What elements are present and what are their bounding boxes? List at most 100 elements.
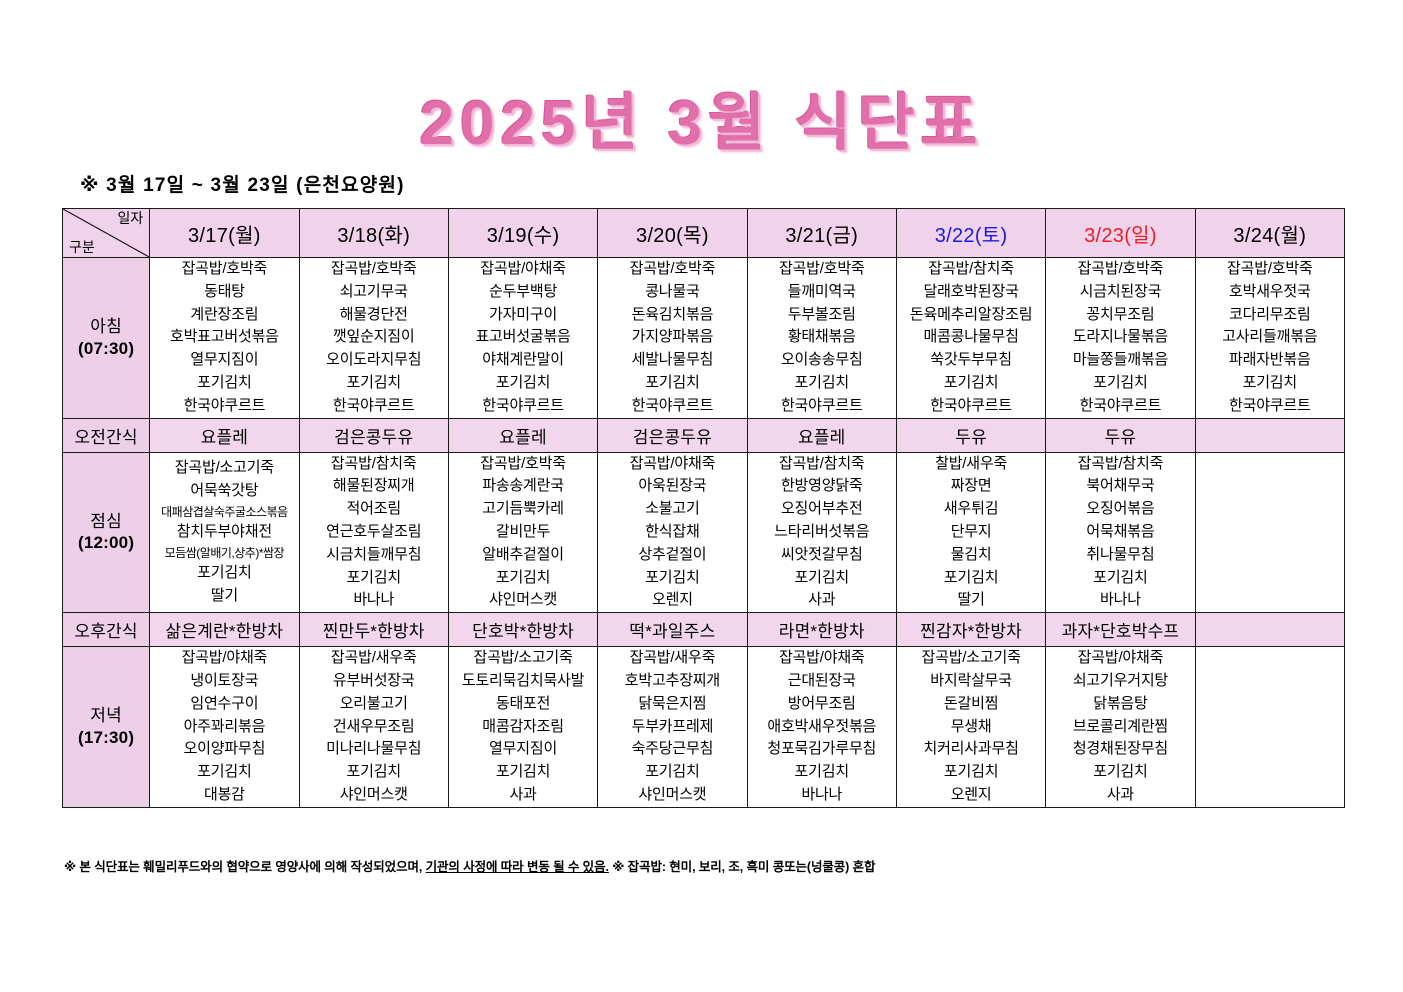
title-container: 2025년 3월 식단표	[0, 72, 1403, 162]
dish-item: 사과	[808, 591, 836, 609]
dish-item: 오렌지	[652, 591, 693, 609]
day-header-7: 3/23(일)	[1045, 208, 1196, 258]
dish-item: 포기김치	[1093, 763, 1148, 781]
dish-item: 순두부백탕	[489, 282, 558, 300]
meal-cell-breakfast-2: 잡곡밥/호박죽 쇠고기무국 해물경단전 깻잎순지짐이 오이도라지무침 포기김치 한국야쿠르트	[298, 257, 449, 419]
dish-item: 세발나물무침	[631, 351, 714, 369]
dish-item: 숙주당근무침	[631, 740, 714, 758]
dish-item: 포기김치	[943, 373, 999, 391]
row-morning-snack: 오전간식 요플레 검은콩두유 요플레 검은콩두유 요플레 두유 두유	[61, 417, 1346, 453]
meal-cell-lunch-5: 잡곡밥/참치죽 한방영양닭죽 오징어부추전 느타리버섯볶음 씨앗젓갈무침 포기김치 사과	[746, 451, 897, 614]
diagonal-divider-icon	[63, 209, 149, 257]
dish-item: 포기김치	[645, 373, 700, 391]
dish-item: 물김치	[950, 545, 992, 563]
dish-item: 도토리묵김치묵사발	[461, 671, 585, 689]
dish-item: 포기김치	[794, 763, 850, 781]
snack-cell-afternoon-snack-5: 라면*한방차	[746, 612, 897, 648]
dish-item: 미나리나물무침	[326, 740, 422, 758]
dish-item: 잡곡밥/호박죽	[480, 454, 566, 472]
row-label-name: 아침	[90, 317, 122, 337]
dish-item: 한국야쿠르트	[780, 396, 863, 414]
meal-cell-breakfast-7: 잡곡밥/호박죽 시금치된장국 꽁치무조림 도라지나물볶음 마늘쫑들깨볶음 포기김치 한국야쿠…	[1045, 257, 1196, 419]
dish-item: 치커리사과무침	[923, 740, 1019, 758]
dish-item: 두부카프레제	[631, 717, 714, 735]
dish-item: 포기김치	[346, 373, 402, 391]
meal-cell-dinner-3: 잡곡밥/소고기죽 도토리묵김치묵사발 동태포전 매콤감자조림 열무지짐이 포기김치 사과	[447, 646, 599, 808]
dish-item: 잡곡밥/참치죽	[778, 454, 865, 472]
meal-cell-breakfast-1: 잡곡밥/호박죽 동태탕 계란장조림 호박표고버섯볶음 열무지짐이 포기김치 한국야쿠르트	[149, 257, 300, 419]
dish-item: 브로콜리계란찜	[1072, 717, 1169, 735]
dish-item: 샤인머스캣	[638, 785, 707, 803]
dish-item: 포기김치	[197, 763, 252, 781]
dish-item: 포기김치	[794, 373, 850, 391]
dish-item: 포기김치	[1093, 568, 1148, 586]
dish-item: 참치두부야채전	[176, 522, 272, 540]
dish-item: 바나나	[353, 591, 395, 609]
footnote-part-1: ※ 본 식단표는 훼밀리푸드와의 협약으로 영양사에 의해 작성되었으며,	[64, 860, 426, 874]
dish-item: 돈육메추리알장조림	[909, 305, 1033, 323]
dish-item: 사과	[1106, 785, 1135, 803]
day-header-3: 3/19(수)	[447, 208, 599, 258]
snack-cell-morning-snack-3: 요플레	[447, 417, 599, 453]
dish-item: 마늘쫑들깨볶음	[1072, 351, 1169, 369]
dish-item: 닭볶음탕	[1093, 694, 1148, 712]
row-dinner: 저녁 (17:30) 잡곡밥/야채죽 냉이토장국 임연수구이 아주꽈리볶음 오이양파무침 포기…	[61, 646, 1346, 808]
dish-item: 대패삼겹살숙주굴소스볶음	[161, 504, 288, 519]
dish-item: 가자미구이	[489, 305, 558, 323]
dish-item: 씨앗젓갈무침	[780, 545, 863, 563]
meal-cell-dinner-4: 잡곡밥/새우죽 호박고추장찌개 닭묵은지찜 두부카프레제 숙주당근무침 포기김치 샤인머스캣	[597, 646, 748, 808]
dish-item: 매콤콩나물무침	[923, 328, 1019, 346]
footnote-part-2-underlined: 기관의 사정에 따라 변동 될 수 있음.	[425, 860, 609, 874]
day-header-8: 3/24(월)	[1194, 208, 1346, 258]
dish-item: 한국야쿠르트	[183, 396, 266, 414]
snack-cell-morning-snack-2: 검은콩두유	[298, 417, 449, 453]
dish-item: 사과	[509, 785, 537, 803]
dish-item: 잡곡밥/새우죽	[629, 649, 716, 667]
row-label-name: 점심	[90, 511, 122, 531]
snack-cell-afternoon-snack-3: 단호박*한방차	[447, 612, 599, 648]
row-label-name: 저녁	[90, 706, 122, 726]
dish-item: 딸기	[210, 586, 238, 604]
dish-item: 오리불고기	[339, 694, 408, 712]
page-title: 2025년 3월 식단표	[419, 89, 984, 158]
row-label-dinner: 저녁 (17:30)	[61, 646, 151, 808]
dish-item: 달래호박된장국	[923, 282, 1019, 300]
dish-item: 한국야쿠르트	[1229, 396, 1311, 414]
dish-item: 적어조림	[346, 500, 402, 518]
meal-cell-lunch-3: 잡곡밥/호박죽 파송송계란국 고기듬뿍카레 갈비만두 알배추겉절이 포기김치 샤인머스캣	[447, 451, 599, 614]
snack-cell-morning-snack-1: 요플레	[149, 417, 300, 453]
dish-item: 한방영양닭죽	[780, 477, 863, 495]
corner-header-cell: 일자 구분	[61, 208, 151, 258]
dish-item: 잡곡밥/야채죽	[1077, 649, 1164, 667]
snack-cell-afternoon-snack-4: 떡*과일주스	[597, 612, 748, 648]
dish-item: 호박고추장찌개	[624, 671, 720, 689]
dish-item: 잡곡밥/호박죽	[1077, 260, 1164, 277]
meal-cell-lunch-4: 잡곡밥/야채죽 아욱된장국 소불고기 한식잡채 상추겉절이 포기김치 오렌지	[597, 451, 748, 614]
dish-item: 포기김치	[645, 763, 700, 781]
dish-item: 임연수구이	[190, 694, 259, 712]
snack-cell-morning-snack-6: 두유	[895, 417, 1047, 453]
dish-item: 유부버섯장국	[332, 671, 415, 689]
dish-item: 새우튀김	[943, 500, 999, 518]
dish-item: 잡곡밥/소고기죽	[921, 649, 1021, 667]
dish-item: 포기김치	[346, 568, 402, 586]
dish-item: 냉이토장국	[190, 671, 259, 689]
dish-item: 아주꽈리볶음	[183, 717, 266, 735]
dish-item: 방어무조림	[787, 694, 856, 712]
dish-item: 표고버섯굴볶음	[475, 328, 571, 346]
dish-item: 포기김치	[943, 568, 999, 586]
dish-item: 애호박새우젓볶음	[767, 717, 877, 735]
meal-cell-lunch-8	[1194, 451, 1346, 614]
dish-item: 두부볼조림	[787, 305, 856, 323]
day-header-2: 3/18(화)	[298, 208, 449, 258]
dish-item: 취나물무침	[1086, 545, 1155, 563]
meal-cell-lunch-2: 잡곡밥/참치죽 해물된장찌개 적어조림 연근호두살조림 시금치들깨무침 포기김치 바나나	[298, 451, 449, 614]
dish-item: 잡곡밥/소고기죽	[174, 459, 274, 477]
dish-item: 잡곡밥/참치죽	[1077, 454, 1164, 472]
dish-item: 시금치된장국	[1079, 282, 1162, 300]
meal-cell-dinner-8	[1194, 646, 1346, 808]
snack-cell-afternoon-snack-7: 과자*단호박수프	[1045, 612, 1196, 648]
dish-item: 찰밥/새우죽	[935, 454, 1008, 472]
corner-date-label: 일자	[117, 210, 144, 226]
snack-cell-afternoon-snack-8	[1194, 612, 1346, 648]
